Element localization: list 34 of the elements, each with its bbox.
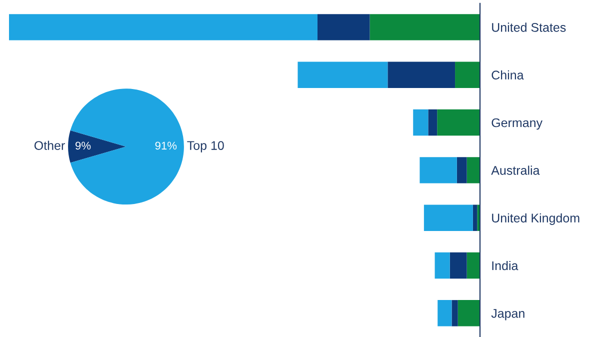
bar xyxy=(477,204,480,231)
bar xyxy=(472,204,478,231)
bar xyxy=(437,109,480,136)
bar xyxy=(9,14,318,40)
bar xyxy=(413,109,428,136)
slice-label: Other xyxy=(34,140,65,150)
bar xyxy=(458,300,480,326)
bar xyxy=(318,14,370,40)
y-tick-label: United States xyxy=(492,22,566,32)
bar xyxy=(438,300,452,326)
y-tick-label: China xyxy=(492,70,524,80)
y-tick-label: India xyxy=(492,260,518,270)
bar xyxy=(424,204,473,231)
bar xyxy=(370,14,480,40)
bar xyxy=(466,157,480,184)
pie-slice xyxy=(70,88,184,205)
bar xyxy=(456,157,467,184)
bar xyxy=(452,300,458,326)
bar xyxy=(298,62,388,88)
pie-slice xyxy=(68,130,126,163)
bar xyxy=(434,252,450,279)
data-label: 91% xyxy=(155,142,177,150)
bar xyxy=(450,252,467,279)
y-tick-label: United Kingdom xyxy=(492,213,580,225)
bar xyxy=(466,252,480,279)
y-tick-label: Germany xyxy=(492,118,542,130)
slice-label: Top 10 xyxy=(187,141,224,152)
y-tick-label: Japan xyxy=(491,309,524,320)
data-label: 9% xyxy=(76,142,91,150)
bar xyxy=(420,157,457,184)
bar xyxy=(388,62,456,88)
y-tick-label: Australia xyxy=(491,166,540,175)
bar xyxy=(428,109,438,136)
bar xyxy=(455,62,480,88)
